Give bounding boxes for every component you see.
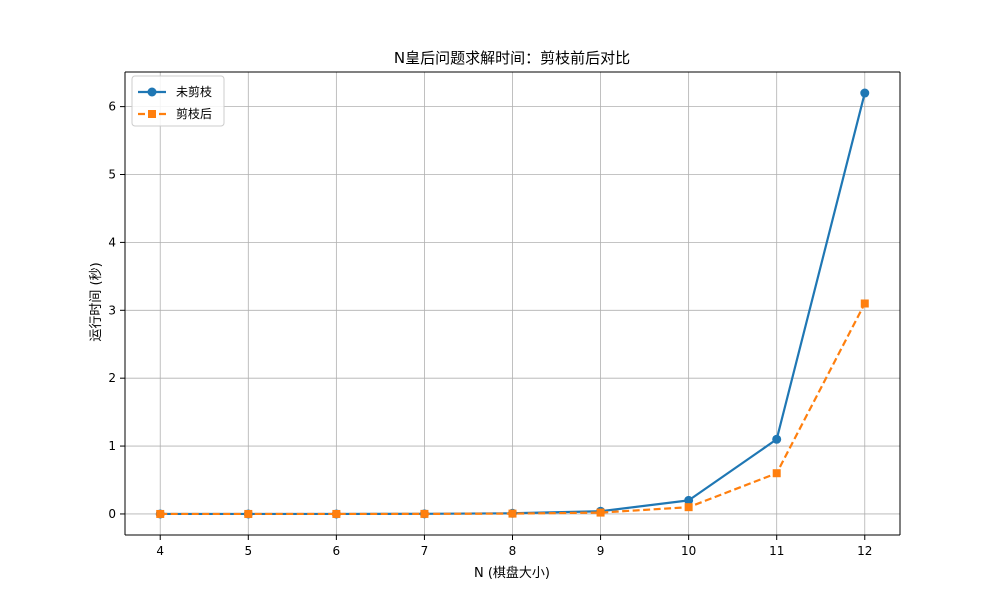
data-point-series-0-7 bbox=[772, 434, 782, 444]
data-point-series-1-6 bbox=[684, 503, 693, 512]
y-tick-label-0: 0 bbox=[108, 507, 116, 521]
data-point-series-0-6 bbox=[684, 495, 694, 505]
x-tick-label-6: 10 bbox=[681, 544, 696, 558]
data-point-series-1-7 bbox=[772, 469, 781, 478]
data-point-series-1-1 bbox=[244, 509, 253, 518]
x-tick-label-7: 11 bbox=[769, 544, 784, 558]
x-axis-label: N (棋盘大小) bbox=[474, 565, 550, 581]
data-point-series-0-8 bbox=[860, 88, 870, 98]
legend-label-series-0: 未剪枝 bbox=[176, 84, 212, 99]
y-tick-label-2: 2 bbox=[108, 371, 116, 385]
x-tick-label-2: 6 bbox=[333, 544, 341, 558]
data-point-series-1-5 bbox=[596, 508, 605, 517]
x-tick-label-1: 5 bbox=[244, 544, 252, 558]
x-tick-label-4: 8 bbox=[509, 544, 517, 558]
data-point-series-1-4 bbox=[508, 509, 517, 518]
legend-label-series-1: 剪枝后 bbox=[176, 106, 212, 121]
x-tick-label-8: 12 bbox=[857, 544, 872, 558]
data-point-series-1-2 bbox=[332, 509, 341, 518]
series-layer bbox=[155, 88, 870, 519]
y-tick-label-5: 5 bbox=[108, 168, 116, 182]
x-tick-label-0: 4 bbox=[156, 544, 164, 558]
legend-marker-series-0 bbox=[147, 87, 157, 97]
data-point-series-1-8 bbox=[860, 299, 869, 308]
data-point-series-1-0 bbox=[156, 509, 165, 518]
x-tick-label-3: 7 bbox=[421, 544, 429, 558]
legend-marker-series-1 bbox=[148, 110, 156, 118]
legend: 未剪枝 剪枝后 bbox=[131, 75, 225, 127]
y-tick-label-3: 3 bbox=[108, 303, 116, 317]
chart-title: N皇后问题求解时间：剪枝前后对比 bbox=[394, 49, 630, 67]
y-tick-label-1: 1 bbox=[108, 439, 116, 453]
y-tick-label-6: 6 bbox=[108, 100, 116, 114]
y-axis-label: 运行时间 (秒) bbox=[89, 262, 104, 341]
y-tick-label-4: 4 bbox=[108, 235, 116, 249]
x-tick-label-5: 9 bbox=[597, 544, 605, 558]
data-point-series-1-3 bbox=[420, 509, 429, 518]
